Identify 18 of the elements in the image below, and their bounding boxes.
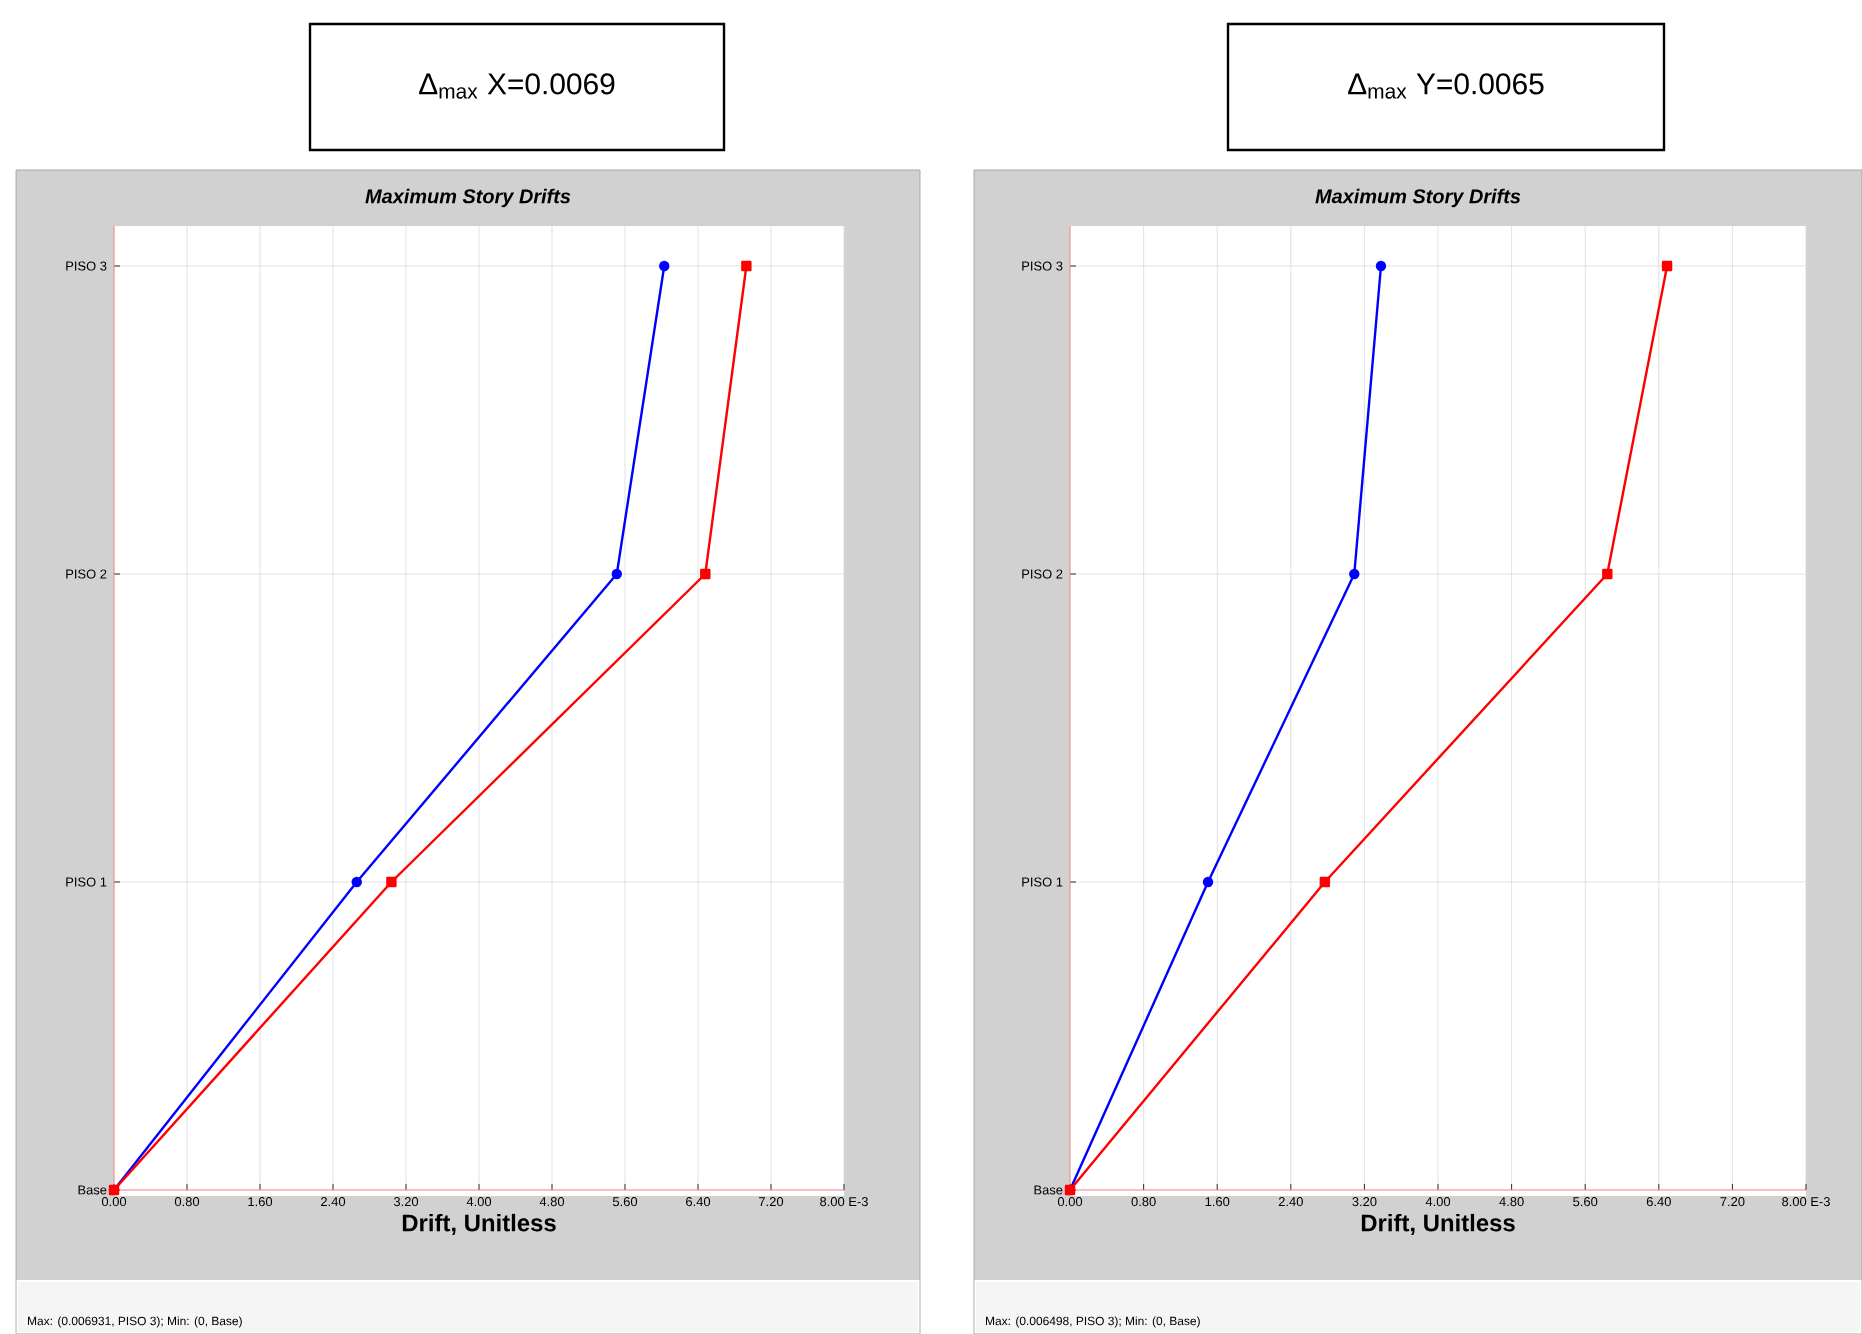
text: Δ$_{max}$ Y=0.0065 — [1348, 73, 1544, 99]
point — [611, 568, 622, 580]
point — [1375, 260, 1387, 272]
text: Δ$_{max}$ X=0.0069 — [419, 73, 615, 99]
point — [1202, 876, 1214, 888]
point — [1602, 568, 1613, 580]
point — [351, 876, 362, 888]
point — [386, 876, 397, 888]
point — [741, 260, 752, 272]
chart-title: Maximum Story Drifts — [1315, 188, 1521, 208]
chart-title: Maximum Story Drifts — [365, 188, 571, 208]
point — [1319, 876, 1331, 888]
x-axis-title: Drift, Unitless — [1361, 1213, 1515, 1235]
point — [659, 260, 670, 272]
point — [700, 568, 711, 580]
point — [1349, 568, 1360, 580]
point — [1661, 260, 1673, 272]
x-axis-title: Drift, Unitless — [402, 1213, 556, 1235]
